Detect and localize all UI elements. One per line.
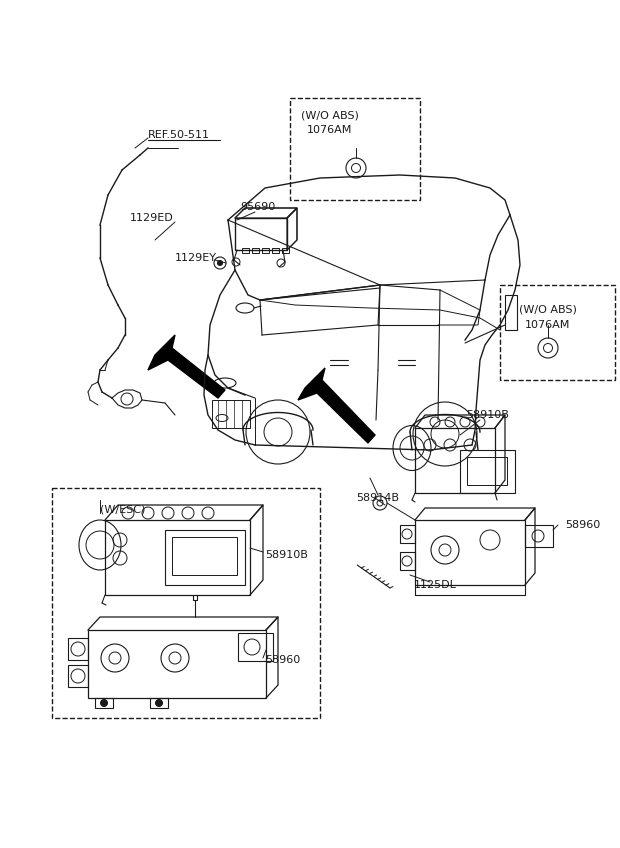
Text: 58914B: 58914B <box>356 493 399 503</box>
Bar <box>500 285 615 380</box>
Bar <box>238 633 273 661</box>
Bar <box>525 525 553 547</box>
Text: (W/ESC): (W/ESC) <box>100 505 145 515</box>
Bar <box>242 248 249 253</box>
Bar <box>68 638 88 660</box>
Bar <box>272 248 279 253</box>
Bar <box>252 248 259 253</box>
Text: 58960: 58960 <box>265 655 300 665</box>
Circle shape <box>100 700 107 706</box>
Bar <box>415 428 495 493</box>
Bar <box>88 630 266 698</box>
Text: 58960: 58960 <box>565 520 600 530</box>
Bar <box>415 520 525 585</box>
Text: (W/O ABS): (W/O ABS) <box>301 110 359 120</box>
Text: 1076AM: 1076AM <box>525 320 570 330</box>
Bar <box>282 248 289 253</box>
Bar <box>95 698 113 708</box>
Bar <box>165 530 245 585</box>
Text: 58910B: 58910B <box>265 550 308 560</box>
Polygon shape <box>148 335 225 398</box>
Bar <box>52 488 320 718</box>
Circle shape <box>218 260 223 265</box>
Bar <box>467 457 507 485</box>
Bar <box>68 665 88 687</box>
Bar <box>212 400 250 428</box>
Polygon shape <box>298 368 375 443</box>
Bar <box>262 248 269 253</box>
Text: 1076AM: 1076AM <box>308 125 353 135</box>
Text: 95690: 95690 <box>241 202 276 212</box>
Bar <box>105 520 250 595</box>
Circle shape <box>156 700 162 706</box>
Text: REF.50-511: REF.50-511 <box>148 130 210 140</box>
Bar <box>400 552 415 570</box>
Text: 58910B: 58910B <box>467 410 510 420</box>
Text: 1129ED: 1129ED <box>130 213 174 223</box>
Bar <box>400 525 415 543</box>
Bar <box>505 295 517 330</box>
Bar <box>235 218 287 250</box>
Bar <box>290 98 420 200</box>
Bar <box>460 450 515 493</box>
Bar <box>172 537 237 575</box>
Bar <box>150 698 168 708</box>
Text: (W/O ABS): (W/O ABS) <box>519 305 577 315</box>
Text: 1125DL: 1125DL <box>414 580 456 590</box>
Text: 1129EY: 1129EY <box>175 253 217 263</box>
